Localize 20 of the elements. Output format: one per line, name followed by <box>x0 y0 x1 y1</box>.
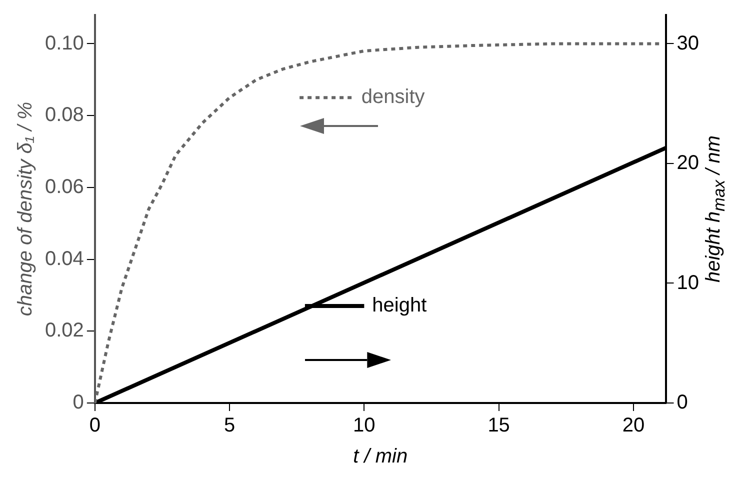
y-tick-label: 0.04 <box>44 248 84 270</box>
y-tick-label: 0 <box>72 392 84 414</box>
legend-label: height <box>372 294 428 317</box>
y-axis-title: change of density δ₁ / % <box>14 102 37 316</box>
legend-label: density <box>361 86 425 108</box>
y2-tick-label: 10 <box>676 272 700 294</box>
y-tick-label: 0.10 <box>44 32 84 54</box>
y2-tick-label: 20 <box>676 152 700 174</box>
x-tick-label: 5 <box>224 414 236 437</box>
y2-tick-label: 0 <box>676 392 688 414</box>
line-series <box>94 42 662 403</box>
y-tick-label: 0.02 <box>44 320 84 342</box>
x-tick-label: 10 <box>353 414 376 437</box>
x-axis-title: t / min <box>353 446 408 468</box>
y2-tick-label: 30 <box>676 32 700 54</box>
y-tick-label: 0.06 <box>44 176 84 198</box>
y-tick-label: 0.08 <box>44 104 84 126</box>
x-tick-label: 15 <box>488 414 510 437</box>
x-tick-label: 20 <box>622 414 645 437</box>
x-tick-label: 0 <box>89 414 100 437</box>
